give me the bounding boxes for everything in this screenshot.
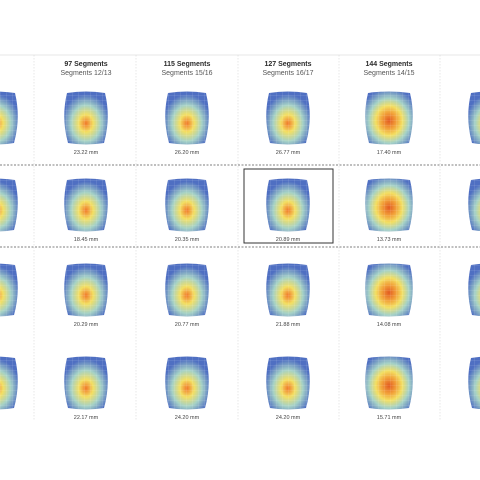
thickness-label: 13.73 mm — [377, 237, 402, 243]
pressure-map — [468, 91, 480, 145]
pressure-map — [64, 356, 108, 410]
pressure-map — [266, 91, 310, 145]
thickness-label: 24.20 mm — [276, 415, 301, 421]
column-title: 127 Segments — [264, 61, 311, 68]
thickness-label: 14.08 mm — [377, 322, 402, 328]
pressure-map — [468, 356, 480, 410]
thickness-label: 18.45 mm — [74, 237, 99, 243]
pressure-map — [165, 178, 209, 232]
column-subtitle: Segments 16/17 — [263, 70, 314, 77]
pressure-map — [165, 356, 209, 410]
column-title: 144 Segments — [365, 61, 412, 68]
thickness-label: 17.40 mm — [377, 150, 402, 156]
column-title: 115 Segments — [164, 61, 211, 68]
pressure-map — [365, 91, 413, 145]
pressure-map — [0, 91, 18, 145]
pressure-map — [64, 91, 108, 145]
pressure-map — [468, 178, 480, 232]
thickness-label: 26.20 mm — [175, 150, 200, 156]
highlight-box — [243, 168, 334, 244]
thickness-label: 15.71 mm — [377, 415, 402, 421]
pressure-map — [266, 356, 310, 410]
pressure-map — [266, 178, 310, 232]
pressure-map — [0, 263, 18, 317]
pressure-map — [365, 356, 413, 410]
thickness-label: 20.89 mm — [276, 237, 301, 243]
pressure-map — [365, 263, 413, 317]
pressure-map — [468, 263, 480, 317]
pressure-map — [0, 178, 18, 232]
pressure-map — [266, 263, 310, 317]
pressure-map — [165, 91, 209, 145]
column-subtitle: Segments 15/16 — [162, 70, 213, 77]
pressure-map — [64, 263, 108, 317]
column-subtitle: Segments 12/13 — [61, 70, 112, 77]
thickness-label: 20.35 mm — [175, 237, 200, 243]
thickness-label: 26.77 mm — [276, 150, 301, 156]
thickness-label: 22.17 mm — [74, 415, 99, 421]
thickness-label: 24.20 mm — [175, 415, 200, 421]
thickness-label: 21.88 mm — [276, 322, 301, 328]
column-subtitle: Segments 14/15 — [364, 70, 415, 77]
pressure-map — [165, 263, 209, 317]
thickness-label: 20.77 mm — [175, 322, 200, 328]
thickness-label: 23.22 mm — [74, 150, 99, 156]
pressure-map — [64, 178, 108, 232]
column-title: 97 Segments — [64, 61, 107, 68]
pressure-map — [365, 178, 413, 232]
pressure-map — [0, 356, 18, 410]
thickness-label: 20.29 mm — [74, 322, 99, 328]
